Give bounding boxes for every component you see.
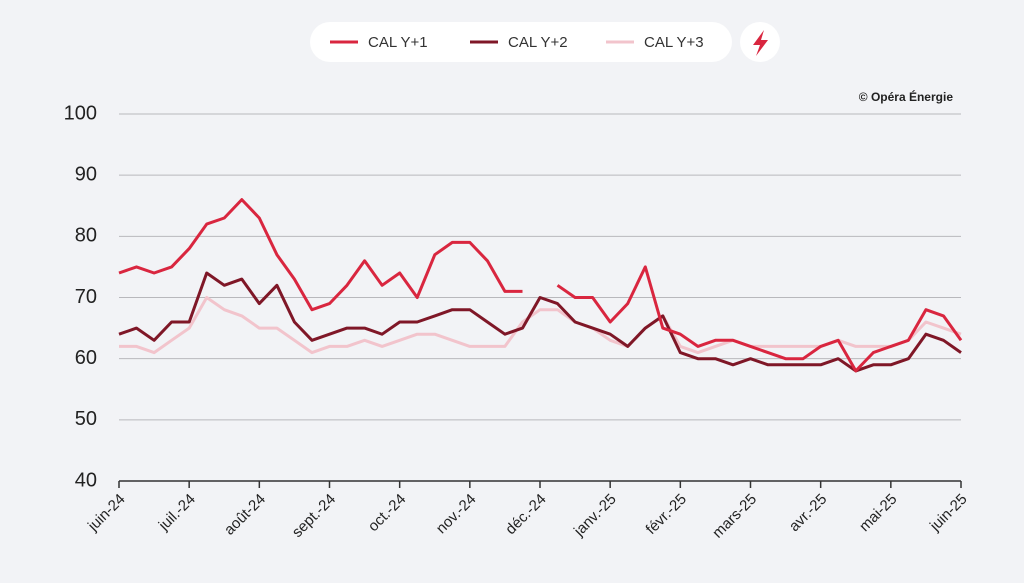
lightning-icon — [753, 30, 768, 56]
copyright: © Opéra Énergie — [859, 89, 954, 104]
y-tick-label: 50 — [75, 408, 97, 430]
legend-label: CAL Y+3 — [644, 34, 704, 51]
legend: CAL Y+1 CAL Y+2 CAL Y+3 — [330, 34, 704, 51]
legend-label: CAL Y+2 — [508, 34, 568, 51]
y-tick-label: 40 — [75, 469, 97, 491]
series-line — [118, 271, 962, 373]
y-tick-label: 80 — [75, 225, 97, 247]
series-line — [118, 198, 963, 373]
y-tick-label: 100 — [64, 102, 97, 124]
y-tick-label: 70 — [75, 286, 97, 308]
legend-box — [310, 22, 732, 62]
legend-label: CAL Y+1 — [368, 34, 428, 51]
y-tick-label: 90 — [75, 163, 97, 185]
y-tick-label: 60 — [75, 347, 97, 369]
